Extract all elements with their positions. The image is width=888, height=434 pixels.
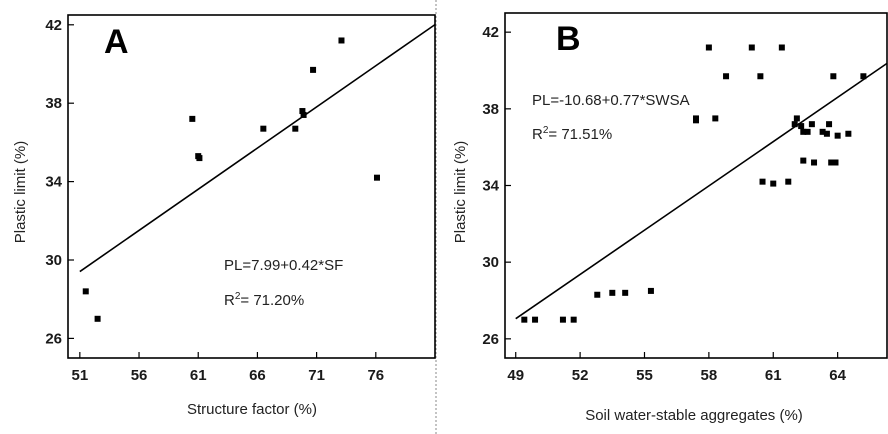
regression-line-a: [79, 23, 436, 273]
r-squared-a: R2= 71.20%: [224, 291, 304, 309]
y-tick-label: 30: [45, 252, 62, 269]
x-tick-label: 49: [507, 367, 524, 384]
data-point: [570, 316, 577, 323]
data-point: [712, 115, 719, 122]
x-tick-label: 76: [367, 367, 384, 384]
data-point: [808, 121, 815, 128]
data-point: [785, 178, 792, 185]
data-point: [292, 125, 299, 132]
r-squared-b: R2= 71.51%: [532, 125, 612, 143]
y-tick-label: 38: [45, 95, 62, 112]
data-point: [299, 108, 306, 115]
data-point: [828, 159, 835, 166]
x-tick-labels-a: 51 56 61 66 71 76: [71, 367, 384, 384]
data-point: [338, 37, 345, 44]
data-point: [300, 111, 307, 118]
data-point: [757, 73, 764, 80]
data-point: [559, 316, 566, 323]
data-point: [826, 121, 833, 128]
data-point: [521, 316, 528, 323]
y-axis-title-a: Plastic limit (%): [12, 141, 29, 244]
data-point: [823, 130, 830, 137]
equation-a: PL=7.99+0.42*SF: [224, 257, 343, 274]
data-point: [759, 178, 766, 185]
data-point: [798, 123, 805, 130]
data-point: [804, 128, 811, 135]
x-tick-label: 61: [190, 367, 207, 384]
data-point: [791, 121, 798, 128]
data-point: [748, 44, 755, 51]
data-point: [811, 159, 818, 166]
data-point: [830, 73, 837, 80]
data-point: [373, 174, 380, 181]
x-tick-label: 64: [829, 367, 846, 384]
data-point: [832, 159, 839, 166]
data-point: [94, 315, 101, 322]
data-point: [647, 287, 654, 294]
data-point: [260, 125, 267, 132]
data-points-b: [521, 44, 867, 323]
plot-frame-a: [67, 14, 436, 359]
tick-marks-a: [68, 24, 377, 358]
data-point: [82, 288, 89, 295]
x-tick-label: 66: [249, 367, 266, 384]
y-tick-labels-b: 26 30 34 38 42: [482, 24, 499, 348]
y-tick-label: 34: [45, 174, 62, 191]
y-tick-label: 42: [45, 17, 62, 34]
panel-a: 51 56 61 66 71 76 26 30 34 38 42 A PL=7.99+0.42*S…: [12, 14, 436, 418]
x-axis-title-b: Soil water-stable aggregates (%): [585, 407, 803, 424]
data-point: [693, 117, 699, 124]
data-point: [532, 316, 539, 323]
y-tick-label: 26: [45, 330, 62, 347]
regression-line-b: [515, 62, 888, 320]
x-tick-label: 58: [701, 367, 718, 384]
y-tick-label: 38: [482, 101, 499, 118]
tick-marks-b: [505, 31, 839, 358]
data-point: [196, 155, 203, 162]
data-point: [594, 291, 601, 298]
x-tick-label: 55: [636, 367, 653, 384]
y-tick-label: 34: [482, 178, 499, 195]
y-tick-label: 26: [482, 331, 499, 348]
y-tick-label: 30: [482, 254, 499, 271]
data-point: [793, 115, 800, 122]
data-point: [310, 66, 317, 73]
x-tick-label: 52: [572, 367, 589, 384]
x-axis-title-a: Structure factor (%): [187, 401, 317, 418]
data-point: [189, 115, 196, 122]
data-point: [622, 289, 629, 296]
y-tick-label: 42: [482, 24, 499, 41]
x-tick-label: 51: [71, 367, 88, 384]
data-point: [705, 44, 712, 51]
x-tick-labels-b: 49 52 55 58 61 64: [507, 367, 846, 384]
panel-b: 49 52 55 58 61 64 26 30 34 38 42 B PL=-10.68+0.77…: [452, 12, 888, 424]
y-axis-title-b: Plastic limit (%): [452, 141, 469, 244]
data-point: [845, 130, 852, 137]
data-point: [834, 132, 841, 139]
data-points-a: [82, 37, 380, 322]
x-tick-label: 56: [131, 367, 148, 384]
x-tick-label: 61: [765, 367, 782, 384]
data-point: [723, 73, 730, 80]
equation-b: PL=-10.68+0.77*SWSA: [532, 92, 690, 109]
data-point: [609, 289, 616, 296]
panel-letter-a: A: [104, 23, 129, 61]
data-point: [860, 73, 867, 80]
x-tick-label: 71: [308, 367, 325, 384]
y-tick-labels-a: 26 30 34 38 42: [45, 17, 62, 348]
plot-frame-b: [504, 12, 888, 359]
data-point: [819, 128, 826, 135]
data-point: [800, 128, 807, 135]
data-point: [770, 180, 777, 187]
data-point: [800, 157, 807, 164]
panel-letter-b: B: [556, 20, 581, 58]
data-point: [778, 44, 785, 51]
